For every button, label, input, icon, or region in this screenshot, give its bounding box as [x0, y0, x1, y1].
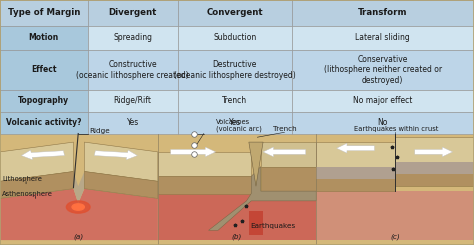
Polygon shape	[395, 162, 474, 186]
Polygon shape	[0, 172, 158, 203]
Text: Subduction: Subduction	[213, 33, 256, 42]
Text: Destructive
(oceanic lithosphere destroyed): Destructive (oceanic lithosphere destroy…	[174, 60, 295, 80]
Text: Transform: Transform	[358, 8, 408, 17]
Bar	[88, 112, 178, 134]
Bar	[88, 50, 178, 90]
Bar	[0, 0, 88, 26]
Text: Effect: Effect	[31, 65, 56, 74]
Polygon shape	[158, 152, 251, 176]
Polygon shape	[261, 142, 316, 167]
Polygon shape	[84, 142, 158, 181]
Text: Spreading: Spreading	[113, 33, 152, 42]
Bar	[178, 0, 292, 26]
Text: (b): (b)	[232, 234, 242, 240]
Bar	[0, 26, 88, 50]
Text: Ridge: Ridge	[89, 128, 110, 134]
Text: Motion: Motion	[29, 33, 59, 42]
Text: (c): (c)	[391, 234, 401, 240]
Polygon shape	[158, 176, 251, 194]
Bar	[0, 90, 88, 112]
Bar	[292, 90, 474, 112]
Polygon shape	[249, 142, 263, 186]
Polygon shape	[395, 162, 474, 174]
Text: Constructive
(oceanic lithosphere created): Constructive (oceanic lithosphere create…	[76, 60, 189, 80]
Polygon shape	[209, 167, 316, 230]
Text: Convergent: Convergent	[206, 8, 263, 17]
Polygon shape	[0, 189, 158, 240]
Polygon shape	[158, 194, 251, 240]
Text: Yes: Yes	[127, 118, 139, 127]
Polygon shape	[21, 150, 64, 160]
Polygon shape	[0, 172, 73, 198]
Bar	[158, 194, 316, 240]
Text: Trench: Trench	[222, 96, 247, 105]
Polygon shape	[316, 142, 395, 167]
Bar	[88, 26, 178, 50]
Polygon shape	[263, 147, 306, 157]
Text: Lateral sliding: Lateral sliding	[356, 33, 410, 42]
Text: Volcanic activity?: Volcanic activity?	[6, 118, 82, 127]
Polygon shape	[316, 167, 395, 179]
Bar	[292, 0, 474, 26]
Polygon shape	[171, 147, 216, 157]
Bar	[88, 90, 178, 112]
Text: Earthquakes within crust: Earthquakes within crust	[354, 126, 438, 132]
Polygon shape	[84, 172, 158, 198]
Text: Topography: Topography	[18, 96, 69, 105]
Text: No: No	[378, 118, 388, 127]
Text: Ridge/Rift: Ridge/Rift	[114, 96, 152, 105]
Polygon shape	[316, 167, 395, 191]
Bar	[249, 211, 263, 235]
Polygon shape	[415, 147, 453, 157]
Bar	[0, 134, 474, 245]
Bar	[178, 50, 292, 90]
Text: Trench: Trench	[273, 126, 296, 132]
Text: Earthquakes: Earthquakes	[250, 223, 295, 229]
Bar	[178, 112, 292, 134]
Text: Lithosphere: Lithosphere	[2, 176, 42, 182]
Bar	[178, 26, 292, 50]
Text: Type of Margin: Type of Margin	[8, 8, 80, 17]
Text: (a): (a)	[73, 234, 83, 240]
Text: No major effect: No major effect	[353, 96, 412, 105]
Text: Conservative
(lithosphere neither created or
destroyed): Conservative (lithosphere neither create…	[324, 55, 442, 85]
Bar	[0, 50, 88, 90]
Bar	[292, 112, 474, 134]
Bar	[0, 112, 88, 134]
Polygon shape	[0, 142, 73, 181]
Polygon shape	[261, 167, 316, 191]
Bar	[292, 26, 474, 50]
Circle shape	[72, 204, 84, 210]
Text: Volcanoes
(volcanic arc): Volcanoes (volcanic arc)	[216, 119, 262, 132]
Text: Yes: Yes	[228, 118, 241, 127]
Circle shape	[66, 201, 90, 213]
Text: Asthenosphere: Asthenosphere	[2, 191, 53, 196]
Bar	[178, 90, 292, 112]
Text: Divergent: Divergent	[109, 8, 157, 17]
Bar	[88, 0, 178, 26]
Polygon shape	[395, 137, 474, 162]
Bar	[292, 50, 474, 90]
Bar	[316, 191, 474, 240]
Polygon shape	[337, 143, 374, 153]
Polygon shape	[94, 150, 137, 160]
